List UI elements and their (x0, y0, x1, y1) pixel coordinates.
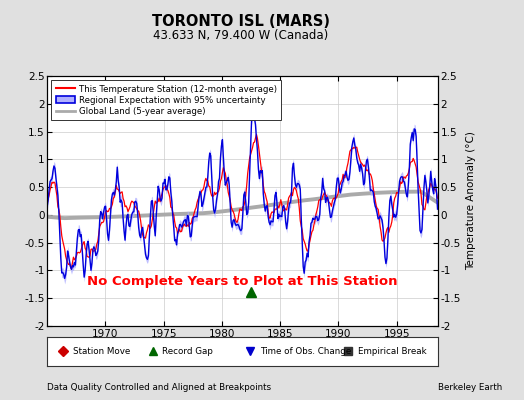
Text: No Complete Years to Plot at This Station: No Complete Years to Plot at This Statio… (87, 274, 398, 288)
Text: Record Gap: Record Gap (162, 347, 213, 356)
Text: Station Move: Station Move (72, 347, 130, 356)
Text: Berkeley Earth: Berkeley Earth (438, 383, 502, 392)
Text: Time of Obs. Change: Time of Obs. Change (260, 347, 351, 356)
Text: Empirical Break: Empirical Break (357, 347, 426, 356)
Text: Data Quality Controlled and Aligned at Breakpoints: Data Quality Controlled and Aligned at B… (47, 383, 271, 392)
Text: 43.633 N, 79.400 W (Canada): 43.633 N, 79.400 W (Canada) (154, 30, 329, 42)
Legend: This Temperature Station (12-month average), Regional Expectation with 95% uncer: This Temperature Station (12-month avera… (51, 80, 281, 120)
Y-axis label: Temperature Anomaly (°C): Temperature Anomaly (°C) (466, 132, 476, 270)
Text: TORONTO ISL (MARS): TORONTO ISL (MARS) (152, 14, 330, 30)
